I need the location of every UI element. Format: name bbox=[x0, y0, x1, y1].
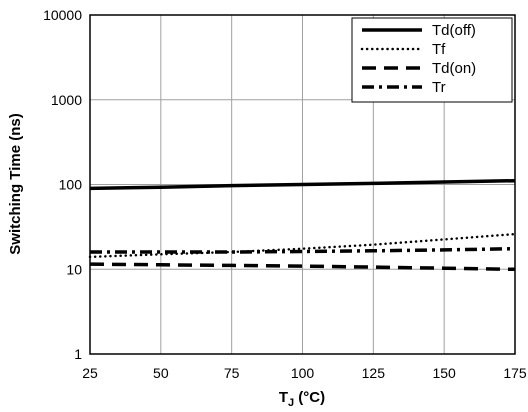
legend-label: Tf bbox=[432, 41, 446, 58]
x-tick-label: 150 bbox=[432, 365, 456, 381]
legend: Td(off) Tf Td(on) Tr bbox=[351, 17, 513, 103]
x-axis-label-subscript: J bbox=[288, 397, 294, 409]
x-tick-label: 100 bbox=[291, 365, 315, 381]
y-tick-label: 10 bbox=[66, 261, 82, 277]
y-tick-labels: 1 10 100 1000 10000 bbox=[43, 7, 82, 362]
series-layer bbox=[88, 178, 517, 272]
x-axis-label-main: T bbox=[279, 389, 288, 406]
x-axis-label: TJ (°C) bbox=[279, 389, 325, 409]
legend-box bbox=[351, 17, 513, 103]
y-tick-label: 10000 bbox=[43, 7, 82, 23]
series-tr-line bbox=[90, 246, 516, 254]
series-tf-line bbox=[88, 232, 517, 259]
x-tick-label: 75 bbox=[224, 365, 240, 381]
x-tick-labels: 25 50 75 100 125 150 175 bbox=[82, 365, 527, 381]
x-tick-label: 125 bbox=[362, 365, 386, 381]
x-tick-label: 50 bbox=[153, 365, 169, 381]
series-td-on-line bbox=[89, 262, 516, 272]
y-tick-label: 100 bbox=[59, 177, 83, 193]
series-td-off-line bbox=[89, 178, 516, 191]
y-axis-label: Switching Time (ns) bbox=[7, 113, 24, 254]
legend-label: Td(off) bbox=[432, 22, 476, 39]
x-axis-label-unit: (°C) bbox=[294, 389, 325, 406]
legend-label: Td(on) bbox=[432, 60, 476, 77]
y-tick-label: 1 bbox=[74, 346, 82, 362]
legend-label: Tr bbox=[432, 79, 446, 96]
plot-border bbox=[89, 14, 516, 355]
x-tick-label: 25 bbox=[82, 365, 98, 381]
y-tick-label: 1000 bbox=[51, 92, 82, 108]
x-tick-label: 175 bbox=[503, 365, 527, 381]
